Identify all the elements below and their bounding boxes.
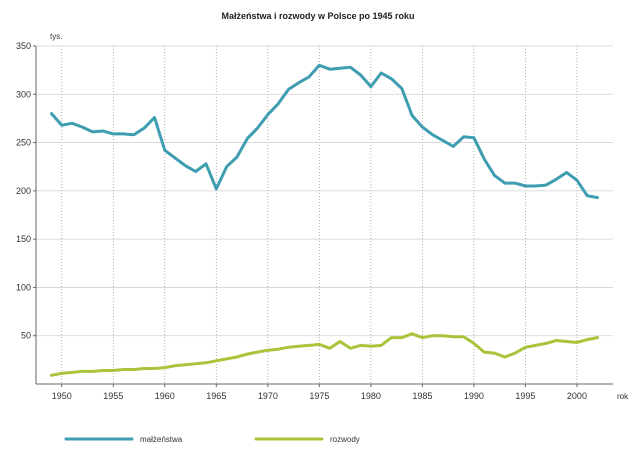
x-tick-label: 1980 — [361, 391, 381, 401]
y-tick-label: 150 — [16, 234, 31, 244]
x-tick-label: 1960 — [155, 391, 175, 401]
y-tick-label: 300 — [16, 89, 31, 99]
y-axis-unit-label: tys. — [50, 32, 62, 41]
x-tick-label: 2000 — [567, 391, 587, 401]
x-tick-label: 1970 — [258, 391, 278, 401]
x-tick-label: 1995 — [515, 391, 535, 401]
grid-layer — [36, 45, 613, 384]
x-tick-label: 1950 — [52, 391, 72, 401]
legend-label-0: małżeństwa — [140, 435, 183, 444]
y-tick-label: 350 — [16, 41, 31, 51]
series-line-0 — [50, 63, 599, 200]
x-tick-label: 1965 — [206, 391, 226, 401]
x-tick-label: 1955 — [103, 391, 123, 401]
x-tick-label: 1990 — [464, 391, 484, 401]
x-tick-label: 1975 — [309, 391, 329, 401]
y-tick-label: 200 — [16, 186, 31, 196]
axis-layer: 50 100 150 200 250 300 350 1950 1955 1960 1965 1970… — [16, 41, 613, 401]
legend: małżeństwa rozwody — [64, 435, 360, 444]
y-tick-label: 50 — [21, 331, 31, 341]
series-layer — [50, 63, 599, 377]
series-line-1 — [50, 332, 599, 377]
legend-label-1: rozwody — [330, 435, 360, 444]
y-tick-label: 250 — [16, 138, 31, 148]
chart-title: Małżeństwa i rozwody w Polsce po 1945 ro… — [221, 11, 414, 21]
y-tick-label: 100 — [16, 282, 31, 292]
x-tick-label: 1985 — [412, 391, 432, 401]
x-axis-unit-label: rok — [617, 392, 629, 401]
